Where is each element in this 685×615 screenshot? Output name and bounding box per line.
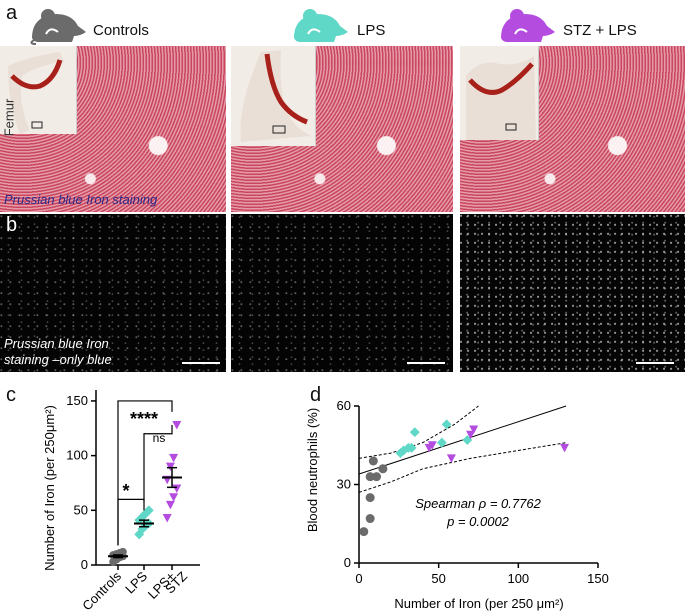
prussian-caption-b-line1: Prussian blue Iron [4,336,109,351]
c-y-tick-label: 0 [81,557,88,572]
histology-lps [231,46,453,253]
prussian-caption-a: Prussian blue Iron staining [4,192,158,207]
panel-letter-d: d [310,384,322,406]
c-point-stz-lps [172,484,182,493]
group-label-stz-lps: STZ + LPS [563,22,637,39]
femur-section-lps [240,50,311,142]
prussian-caption-b-line2: staining –only blue [4,352,112,367]
scale-bar-b2 [407,362,445,364]
c-bracket-lps-stz [143,425,173,502]
c-point-stz-lps [162,513,172,523]
femur-section-stz-lps [466,56,536,140]
panel-letter-b: b [6,214,18,236]
femur-inset-lps [231,46,316,146]
d-point-stz-lps [466,430,476,440]
d-pvalue: p = 0.0002 [446,514,510,529]
chart-correlation: Blood neutrophils (%) Number of Iron (pe… [305,398,609,611]
c-point-stz-lps [169,453,179,463]
c-marks [108,400,182,566]
d-axes: 0 30 60 0 50 100 150 [337,398,609,586]
d-point-lps [441,419,452,430]
d-y-tick-label: 60 [337,398,351,413]
histology-controls: Femur Prussian blue Iron staining [0,46,226,253]
c-bracket-controls-stz [117,400,173,546]
d-point-stz-lps [427,441,437,450]
d-point-stz-lps [560,443,570,453]
c-annotation-ns: ns [153,431,166,445]
group-label-lps: LPS [357,22,386,39]
mouse-icon-stz-lps [501,9,555,42]
femur-label: Femur [1,98,17,137]
d-point-lps [406,442,417,453]
d-point-controls [368,456,378,466]
c-x-tick-label: Controls [79,568,124,613]
d-ci-lower [358,442,567,493]
d-fit [358,405,567,493]
c-point-stz-lps [172,421,182,430]
group-label-controls: Controls [93,22,149,39]
d-x-tick-label: 50 [431,571,445,586]
mouse-icon-controls [30,9,86,45]
d-point-controls [365,472,375,482]
d-y-tick-label: 0 [344,555,351,570]
c-y-axis-label: Number of Iron (per 250μm²) [42,405,57,571]
d-point-controls [365,493,375,503]
histology-stz-lps [460,46,685,253]
c-point-stz-lps [165,462,175,472]
d-spearman: Spearman ρ = 0.7762 [415,496,541,511]
blue-only-lps [231,214,453,372]
c-point-controls [118,547,127,556]
scale-bar-b1 [182,362,220,364]
d-x-axis-label: Number of Iron (per 250 μm²) [394,596,563,611]
chart-iron-count: Number of Iron (per 250μm²) 0 50 100 150 Con… [42,390,200,613]
d-point-lps [409,427,420,438]
d-y-axis-label: Blood neutrophils (%) [305,408,320,532]
d-point-controls [372,472,382,482]
panel-letter-a: a [6,2,18,24]
c-y-tick-label: 50 [74,502,88,517]
mouse-icon-lps [294,9,348,42]
d-x-tick-label: 100 [507,571,529,586]
panel-letter-c: c [6,384,16,406]
d-x-tick-label: 0 [355,571,362,586]
d-y-tick-label: 30 [337,477,351,492]
c-y-tick-label: 150 [66,393,88,408]
d-ci-upper [358,405,479,459]
c-point-stz-lps [169,493,179,502]
c-y-tick-label: 100 [66,448,88,463]
d-x-tick-label: 150 [587,571,609,586]
c-annotation-4star: **** [130,409,158,429]
d-point-controls [365,514,375,524]
femur-section-controls [8,52,64,134]
femur-inset-controls [0,46,77,134]
scale-bar-b3 [636,362,674,364]
d-point-stz-lps [469,425,479,435]
d-point-stz-lps [446,454,456,463]
c-point-lps [143,505,154,516]
d-point-controls [378,464,388,474]
c-annotation-star: * [122,481,129,501]
prussian-caption-b: Prussian blue Iron staining –only blue [4,336,112,368]
blue-only-controls: Prussian blue Iron staining –only blue [0,214,226,372]
femur-inset-stz-lps [460,46,539,140]
d-point-controls [359,527,369,537]
blue-only-stz-lps [460,214,685,372]
c-point-stz-lps [165,500,175,510]
